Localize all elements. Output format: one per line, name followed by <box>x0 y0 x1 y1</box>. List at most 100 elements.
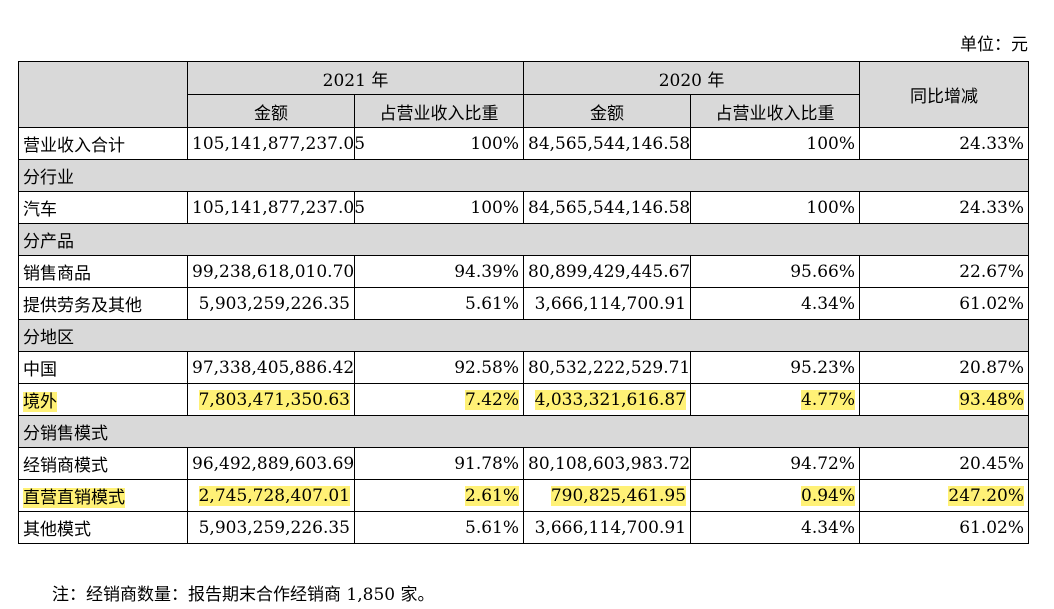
share-2020-cell: 0.94% <box>690 479 861 512</box>
amount-2020-cell: 3,666,114,700.91 <box>523 511 692 544</box>
share-2021-cell-text: 5.61% <box>465 517 520 538</box>
amount-2020-cell-text: 80,899,429,445.67 <box>528 261 691 282</box>
row-label-text: 直营直销模式 <box>23 488 125 508</box>
row-label: 经销商模式 <box>18 447 188 480</box>
yoy-cell-text: 61.02% <box>959 517 1025 538</box>
share-2021-cell-text: 5.61% <box>465 293 520 314</box>
share-2020-cell-text: 95.66% <box>790 261 856 282</box>
row-label-text: 营业收入合计 <box>23 136 125 156</box>
share-2021-cell-text: 2.61% <box>465 485 520 506</box>
yoy-cell-text: 20.87% <box>959 357 1025 378</box>
share-2020-cell-text: 4.34% <box>801 517 856 538</box>
amount-2021-cell: 5,903,259,226.35 <box>187 287 355 320</box>
share-2021-cell: 7.42% <box>353 383 525 416</box>
share-2021-cell: 2.61% <box>353 479 525 512</box>
amount-2021-cell: 99,238,618,010.70 <box>187 255 355 288</box>
row-label: 汽车 <box>18 191 188 224</box>
table-row: 经销商模式 96,492,889,603.69 91.78% 80,108,603,9… <box>18 447 1030 480</box>
table-row: 销售商品 99,238,618,010.70 94.39% 80,899,429,44… <box>18 255 1030 288</box>
table-row: 提供劳务及其他 5,903,259,226.35 5.61% 3,666,114,70… <box>18 287 1030 320</box>
share-2020-cell-text: 100% <box>806 197 856 218</box>
header-amount-2020: 金额 <box>523 94 692 128</box>
row-label: 营业收入合计 <box>18 127 188 160</box>
amount-2020-cell: 790,825,461.95 <box>523 479 692 512</box>
yoy-cell-text: 93.48% <box>959 389 1025 410</box>
amount-2020-cell: 80,532,222,529.71 <box>523 351 692 384</box>
amount-2021-cell: 96,492,889,603.69 <box>187 447 355 480</box>
share-2020-cell: 95.23% <box>690 351 861 384</box>
row-label-text: 中国 <box>23 360 57 380</box>
table-row: 其他模式 5,903,259,226.35 5.61% 3,666,114,700.9… <box>18 511 1030 544</box>
share-2021-cell: 100% <box>353 191 525 224</box>
amount-2020-cell: 84,565,544,146.58 <box>523 191 692 224</box>
yoy-cell-text: 22.67% <box>959 261 1025 282</box>
table-body: 营业收入合计 105,141,877,237.05 100% 84,565,544,1… <box>17 127 1030 544</box>
table-row: 直营直销模式 2,745,728,407.01 2.61% 790,825,461.9… <box>18 479 1030 512</box>
share-2021-cell: 100% <box>353 127 525 160</box>
share-2021-cell: 92.58% <box>353 351 525 384</box>
amount-2021-cell-text: 97,338,405,886.42 <box>192 357 355 378</box>
share-2021-cell: 94.39% <box>353 255 525 288</box>
table-row: 境外 7,803,471,350.63 7.42% 4,033,321,616.87 4… <box>18 383 1030 416</box>
header-row-metrics: 金额 占营业收入比重 金额 占营业收入比重 <box>19 94 1029 128</box>
amount-2021-cell-text: 5,903,259,226.35 <box>198 293 350 314</box>
section-label: 分行业 <box>17 159 1030 192</box>
yoy-cell: 93.48% <box>859 383 1030 416</box>
section-row: 分行业 <box>17 159 1030 192</box>
amount-2020-cell-text: 790,825,461.95 <box>550 485 687 506</box>
amount-2021-cell-text: 105,141,877,237.05 <box>192 133 366 154</box>
share-2020-cell-text: 4.77% <box>801 389 856 410</box>
row-label: 直营直销模式 <box>18 479 188 512</box>
yoy-cell: 247.20% <box>859 479 1030 512</box>
share-2021-cell: 91.78% <box>353 447 525 480</box>
amount-2020-cell: 80,899,429,445.67 <box>523 255 692 288</box>
share-2021-cell-text: 100% <box>470 133 520 154</box>
share-2020-cell-text: 94.72% <box>790 453 856 474</box>
row-label: 提供劳务及其他 <box>18 287 188 320</box>
row-label: 其他模式 <box>18 511 188 544</box>
yoy-cell-text: 61.02% <box>959 293 1025 314</box>
header-corner <box>18 61 188 128</box>
share-2020-cell: 95.66% <box>690 255 861 288</box>
header-yoy: 同比增减 <box>859 61 1030 128</box>
table-row: 汽车 105,141,877,237.05 100% 84,565,544,146.5… <box>18 191 1030 224</box>
row-label-text: 经销商模式 <box>23 456 108 476</box>
yoy-cell-text: 24.33% <box>959 197 1025 218</box>
share-2021-cell-text: 91.78% <box>454 453 520 474</box>
footnote: 注：经销商数量：报告期末合作经销商 1,850 家。 <box>52 585 435 605</box>
amount-2021-cell-text: 96,492,889,603.69 <box>192 453 355 474</box>
row-label-text: 汽车 <box>23 200 57 220</box>
row-label: 销售商品 <box>18 255 188 288</box>
amount-2021-cell: 97,338,405,886.42 <box>187 351 355 384</box>
amount-2021-cell: 2,745,728,407.01 <box>187 479 355 512</box>
share-2020-cell: 4.34% <box>690 511 861 544</box>
section-label: 分地区 <box>17 319 1030 352</box>
share-2020-cell-text: 4.34% <box>801 293 856 314</box>
row-label-text: 境外 <box>23 392 57 412</box>
amount-2020-cell-text: 84,565,544,146.58 <box>528 197 691 218</box>
amount-2020-cell-text: 4,033,321,616.87 <box>534 389 687 410</box>
yoy-cell: 20.87% <box>859 351 1030 384</box>
yoy-cell: 61.02% <box>859 511 1030 544</box>
amount-2020-cell: 84,565,544,146.58 <box>523 127 692 160</box>
yoy-cell: 61.02% <box>859 287 1030 320</box>
table-row: 营业收入合计 105,141,877,237.05 100% 84,565,544,1… <box>18 127 1030 160</box>
section-label: 分销售模式 <box>17 415 1030 448</box>
amount-2020-cell-text: 80,532,222,529.71 <box>528 357 691 378</box>
amount-2021-cell-text: 99,238,618,010.70 <box>192 261 355 282</box>
header-share-2020: 占营业收入比重 <box>690 94 861 128</box>
share-2020-cell: 100% <box>690 127 861 160</box>
amount-2021-cell: 5,903,259,226.35 <box>187 511 355 544</box>
section-label: 分产品 <box>17 223 1030 256</box>
share-2021-cell: 5.61% <box>353 511 525 544</box>
amount-2020-cell: 3,666,114,700.91 <box>523 287 692 320</box>
header-amount-2021: 金额 <box>187 94 355 128</box>
row-label: 境外 <box>18 383 188 416</box>
header-share-2021: 占营业收入比重 <box>353 94 525 128</box>
share-2020-cell: 4.34% <box>690 287 861 320</box>
share-2020-cell: 4.77% <box>690 383 861 416</box>
row-label-text: 其他模式 <box>23 520 91 540</box>
revenue-table: 2021 年 2020 年 同比增减 金额 占营业收入比重 金额 占营业收入比重… <box>17 61 1030 544</box>
amount-2020-cell: 80,108,603,983.72 <box>523 447 692 480</box>
amount-2021-cell: 105,141,877,237.05 <box>187 127 365 160</box>
